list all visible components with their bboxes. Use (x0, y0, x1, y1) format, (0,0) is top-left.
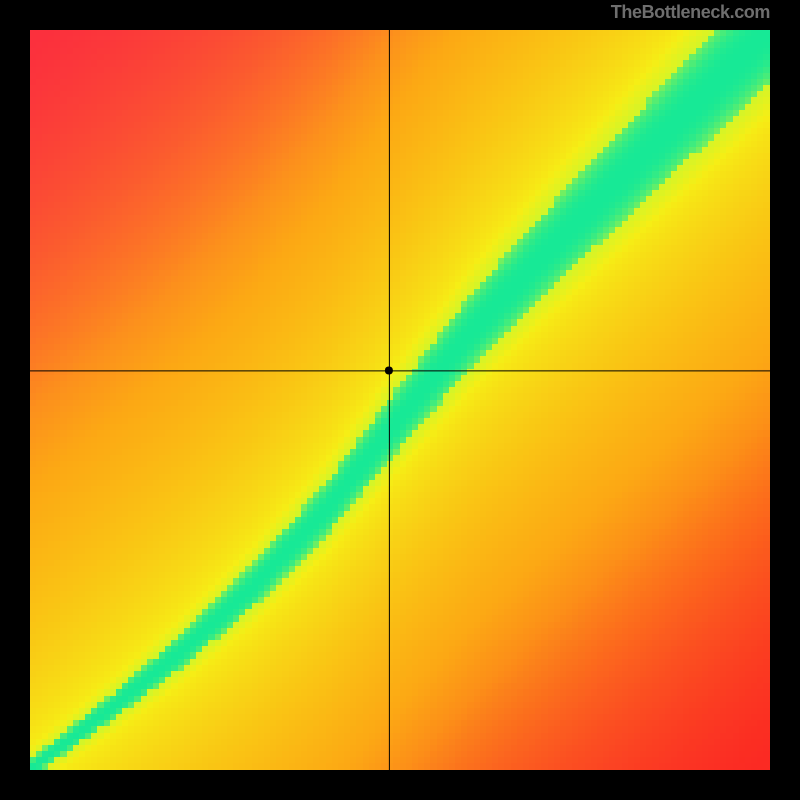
heatmap-canvas (30, 30, 770, 770)
chart-container: TheBottleneck.com (0, 0, 800, 800)
watermark-text: TheBottleneck.com (611, 2, 770, 23)
heatmap-plot (30, 30, 770, 770)
